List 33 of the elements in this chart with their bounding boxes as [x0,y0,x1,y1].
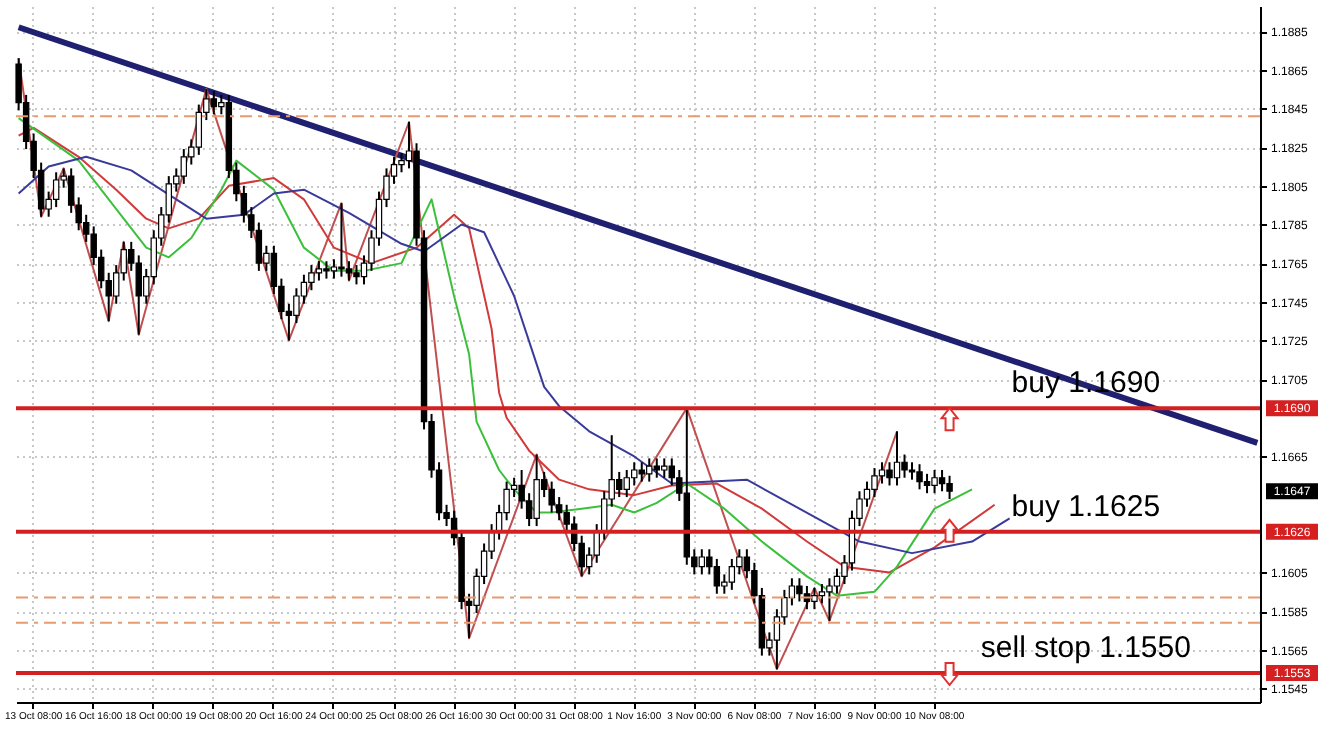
ref-line-label: buy 1.1625 [1011,489,1161,524]
candlestick [345,260,353,282]
candlestick [638,461,645,483]
candlestick [315,260,323,282]
candlestick [661,457,668,479]
candlestick [946,474,953,500]
candlestick [916,463,923,491]
candlestick [338,202,345,278]
candlestick [548,480,555,514]
candlestick [938,469,946,493]
candlestick [931,469,938,495]
candlestick [871,467,878,499]
ref-line-label: sell stop 1.1550 [980,631,1191,665]
candlestick [893,430,901,487]
candlestick [713,557,721,595]
candlestick [698,548,706,576]
candlestick [811,586,818,611]
candlestick [533,453,540,528]
candlestick [210,90,218,116]
candlestick [623,469,630,499]
candlestick [826,577,833,622]
candlestick [616,470,623,499]
candlestick [728,557,736,591]
candlestick [255,221,263,272]
candlestick [646,457,653,483]
candlestick [653,457,660,479]
candlestick [901,453,908,479]
candlestick [878,461,886,485]
candlestick [796,577,803,603]
candlestick [886,461,893,487]
candlestick [52,171,60,209]
candlestick [923,472,931,495]
candlestick [353,264,360,286]
